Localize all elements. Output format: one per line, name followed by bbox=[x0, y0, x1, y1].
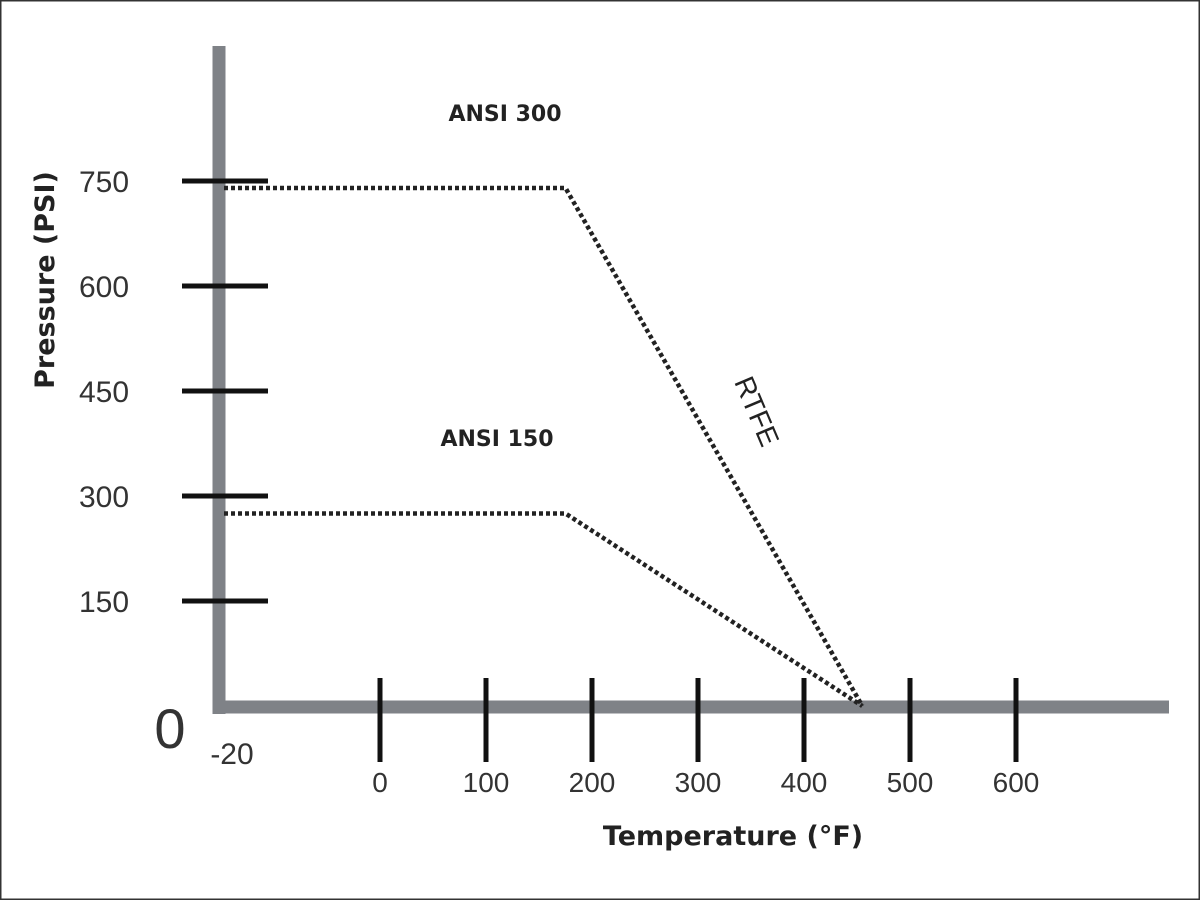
x-tick-label: 400 bbox=[781, 767, 828, 798]
series-line-ansi-300 bbox=[224, 185, 865, 708]
x-ticks: 0 100 200 300 400 500 600 bbox=[372, 678, 1039, 798]
y-tick-label: 600 bbox=[79, 271, 129, 304]
x-tick-label: 100 bbox=[463, 767, 510, 798]
y-axis-title: Pressure (PSI) bbox=[30, 171, 61, 389]
y-tick-label: 750 bbox=[79, 166, 129, 199]
series-label-ansi-300: ANSI 300 bbox=[448, 102, 561, 127]
y-tick-label: 150 bbox=[79, 586, 129, 619]
x-tick-label: 600 bbox=[993, 767, 1040, 798]
y-tick-label: 450 bbox=[79, 376, 129, 409]
x-min-label: -20 bbox=[210, 738, 253, 771]
x-tick-label: 200 bbox=[569, 767, 616, 798]
x-tick-label: 500 bbox=[887, 767, 934, 798]
x-tick-label: 300 bbox=[675, 767, 722, 798]
origin-label: 0 bbox=[154, 697, 185, 760]
x-tick-label: 0 bbox=[372, 767, 388, 798]
series-label-ansi-150: ANSI 150 bbox=[440, 427, 553, 452]
y-tick-label: 300 bbox=[79, 481, 129, 514]
series-layer bbox=[224, 185, 865, 708]
y-ticks: 750 600 450 300 150 bbox=[79, 166, 268, 619]
x-axis-title: Temperature (°F) bbox=[603, 821, 863, 852]
series-line-ansi-150 bbox=[224, 511, 864, 708]
